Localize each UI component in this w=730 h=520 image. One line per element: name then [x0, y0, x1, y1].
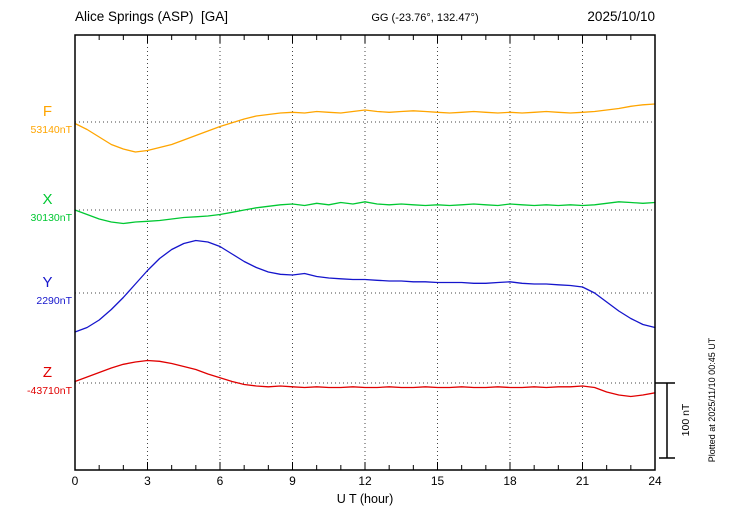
- x-axis-tick-labels: 0 3 6 9 12 15 18 21 24: [0, 474, 730, 490]
- trace-X: [74, 201, 656, 225]
- x-tick-label-9: 9: [289, 474, 296, 488]
- station-title: Alice Springs (ASP) [GA]: [75, 9, 229, 24]
- plot-date: 2025/10/10: [587, 9, 655, 24]
- channel-label-Z: Z: [42, 364, 53, 381]
- channel-label-X: X: [42, 191, 53, 208]
- channel-label-Y: Y: [42, 274, 53, 291]
- x-tick-label-12: 12: [358, 474, 372, 488]
- trace-Y: [74, 239, 656, 333]
- channel-baseline-X: 30130nT: [30, 212, 72, 224]
- x-tick-label-21: 21: [575, 474, 590, 488]
- x-tick-label-18: 18: [503, 474, 517, 488]
- scale-bar-label: 100 nT: [680, 403, 692, 437]
- trace-Z: [74, 359, 656, 398]
- x-tick-label-15: 15: [430, 474, 445, 488]
- x-axis-label: U T (hour): [336, 492, 394, 506]
- plot-frame: [74, 34, 656, 471]
- x-tick-label-6: 6: [216, 474, 224, 488]
- x-tick-label-0: 0: [71, 474, 79, 488]
- channel-baseline-F: 53140nT: [30, 124, 72, 136]
- trace-F: [74, 103, 656, 153]
- channel-baseline-Z: -43710nT: [27, 385, 72, 397]
- x-tick-label-3: 3: [144, 474, 151, 488]
- geographic-coordinates: GG (-23.76°, 132.47°): [371, 12, 479, 24]
- channel-label-F: F: [42, 103, 53, 120]
- x-tick-label-24: 24: [648, 474, 662, 488]
- channel-baseline-Y: 2290nT: [36, 295, 72, 307]
- plotted-timestamp-note: Plotted at 2025/11/10 00:45 UT: [707, 337, 717, 463]
